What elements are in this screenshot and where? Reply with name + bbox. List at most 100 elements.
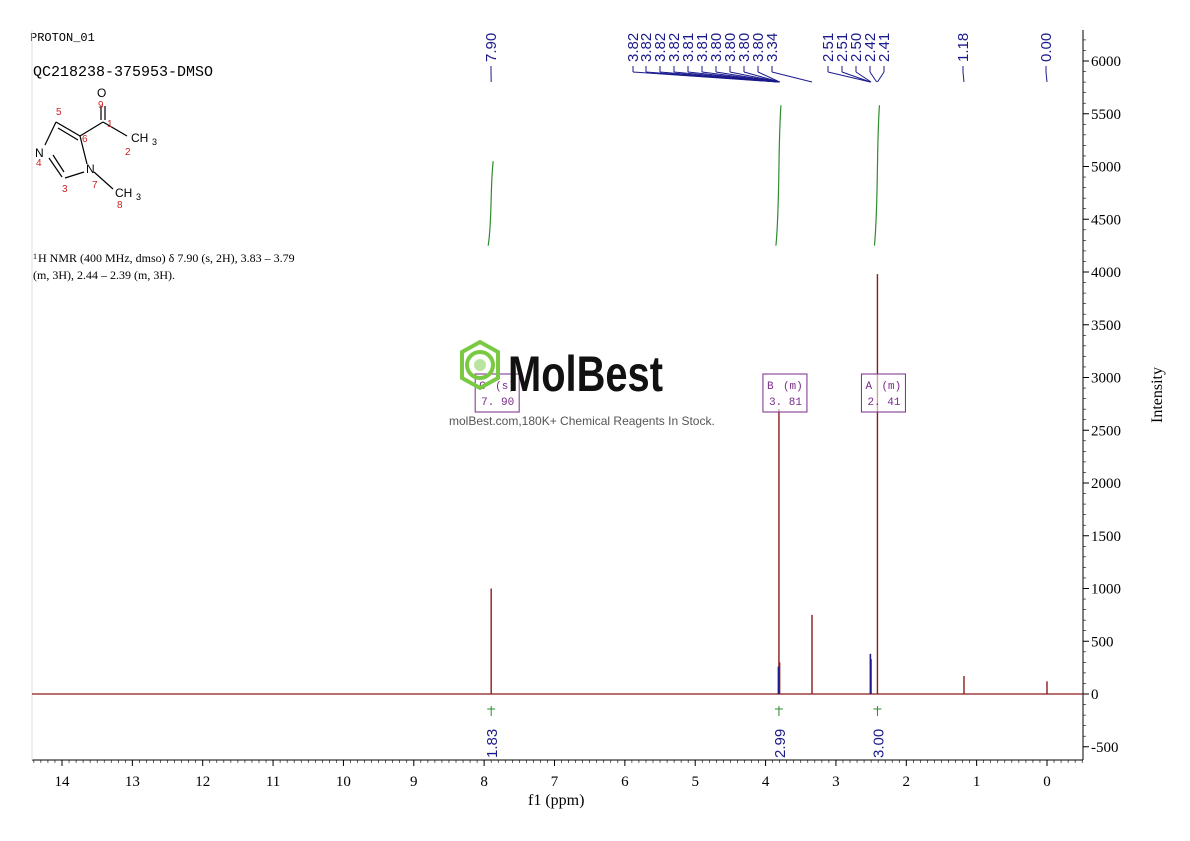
x-tick-label: 13 — [125, 774, 140, 790]
watermark-brand: MolBest — [508, 346, 663, 402]
integral-value: 2.99 — [772, 729, 789, 758]
y-tick-label: 6000 — [1091, 54, 1121, 70]
peak-label: 3.80 — [708, 33, 725, 62]
peak-label: 3.82 — [625, 33, 642, 62]
x-tick-label: 6 — [621, 774, 629, 790]
multiplet-boxes: C (s)7. 90B (m)3. 81A (m)2. 41 — [474, 373, 906, 413]
bond-c1-c2 — [102, 121, 128, 137]
integral-value: 3.00 — [870, 729, 887, 758]
peak-label-connector — [1045, 71, 1048, 83]
peak-labels: 7.90 3.823.823.823.823.813.813.803.803.80… — [483, 33, 1055, 83]
atom-o: O — [97, 86, 106, 100]
peak-label: 1.18 — [955, 33, 972, 62]
integral-curve — [873, 105, 881, 246]
sample-label: QC218238-375953-DMSO — [33, 64, 213, 81]
peak-label-connector — [962, 71, 965, 83]
num-1: 1 — [107, 119, 113, 130]
multiplet-shift: 2. 41 — [867, 397, 900, 409]
integral-labels: 1.83 2.99 3.00 — [484, 706, 887, 758]
y-tick-label: 3500 — [1091, 318, 1121, 334]
experiment-label: PROTON_01 — [30, 31, 95, 45]
x-tick-label: 1 — [973, 774, 981, 790]
y-tick-label: 0 — [1091, 687, 1099, 703]
description-sup: 1 — [33, 252, 37, 261]
peak-label: 3.81 — [694, 33, 711, 62]
num-6: 6 — [82, 134, 88, 145]
peak-label-connector — [757, 71, 780, 83]
y-axis-label: Intensity — [1149, 367, 1166, 423]
peak-label-connector — [743, 71, 780, 83]
x-tick-label: 8 — [480, 774, 488, 790]
num-7: 7 — [92, 180, 98, 191]
bond-c6-c5 — [55, 121, 81, 137]
peak-label: 3.81 — [680, 33, 697, 62]
y-tick-label: 2000 — [1091, 476, 1121, 492]
num-4: 4 — [36, 158, 42, 169]
peak-label: 3.82 — [666, 33, 683, 62]
x-tick-label: 7 — [551, 774, 559, 790]
y-tick-label: 1000 — [1091, 582, 1121, 598]
multiplet-letter: B — [767, 381, 774, 393]
multiplet-box — [762, 373, 808, 413]
peak-label-connector — [729, 71, 780, 83]
x-tick-label: 5 — [691, 774, 699, 790]
num-2: 2 — [125, 147, 131, 158]
integral-value: 1.83 — [484, 729, 501, 758]
bond-c3-n7 — [64, 171, 85, 179]
peak-label: 2.42 — [862, 33, 879, 62]
multiplet-type: (m) — [783, 381, 803, 393]
x-tick-label: 0 — [1043, 774, 1051, 790]
atom-ch3-top: CH — [131, 131, 148, 145]
peak-label-connector — [771, 71, 813, 83]
atom-ch3-bottom: CH — [115, 186, 132, 200]
peak-label: 2.51 — [820, 33, 837, 62]
x-tick-label: 2 — [903, 774, 911, 790]
num-8: 8 — [117, 200, 123, 211]
multiplet-shift: 7. 90 — [481, 397, 514, 409]
atom-n4: N — [35, 146, 44, 160]
y-tick-label: 4500 — [1091, 212, 1121, 228]
y-tick-label: -500 — [1091, 740, 1119, 756]
multiplet-type: (s) — [495, 381, 515, 393]
bond-c1-c6 — [79, 121, 104, 137]
peak-label: 7.90 — [483, 33, 500, 62]
peak-label: 3.34 — [764, 33, 781, 62]
description-line1: H NMR (400 MHz, dmso) δ 7.90 (s, 2H), 3.… — [38, 251, 295, 265]
atom-ch3-bottom-sub: 3 — [136, 192, 141, 202]
y-tick-label: 5000 — [1091, 160, 1121, 176]
peak-label: 0.00 — [1038, 33, 1055, 62]
y-tick-label: 2500 — [1091, 423, 1121, 439]
molbest-logo-icon — [460, 339, 500, 391]
y-tick-label: 1500 — [1091, 529, 1121, 545]
spectrum — [32, 274, 1083, 695]
bond-n4-c3-double — [52, 154, 65, 173]
bond-c6-n7 — [79, 135, 88, 165]
atom-n7: N — [86, 162, 95, 176]
bond-c5-n4 — [44, 121, 57, 146]
num-5: 5 — [56, 107, 62, 118]
molecule-structure — [44, 106, 128, 190]
peak-label: 2.51 — [834, 33, 851, 62]
peak-label-connector — [855, 71, 872, 83]
x-tick-label: 14 — [55, 774, 71, 790]
x-tick-label: 11 — [266, 774, 280, 790]
watermark: MolBest molBest.com,180K+ Chemical Reage… — [449, 339, 715, 428]
x-tick-label: 10 — [336, 774, 351, 790]
watermark-tagline: molBest.com,180K+ Chemical Reagents In S… — [449, 414, 715, 428]
bond-n7-c8 — [93, 171, 114, 190]
x-axis-label: f1 (ppm) — [528, 792, 584, 809]
multiplet-type: (m) — [881, 381, 901, 393]
x-tick-label: 3 — [832, 774, 840, 790]
integral-curve — [487, 161, 494, 246]
peak-label: 3.82 — [652, 33, 669, 62]
y-tick-label: 5500 — [1091, 107, 1121, 123]
atom-ch3-top-sub: 3 — [152, 137, 157, 147]
peak-label-connector — [869, 71, 878, 83]
peak-label-connector — [877, 71, 885, 83]
bond-c6-c5-double — [57, 127, 79, 141]
description-line2: (m, 3H), 2.44 – 2.39 (m, 3H). — [33, 268, 175, 282]
multiplet-box — [860, 373, 906, 413]
peak-label: 3.80 — [750, 33, 767, 62]
y-tick-label: 500 — [1091, 634, 1114, 650]
